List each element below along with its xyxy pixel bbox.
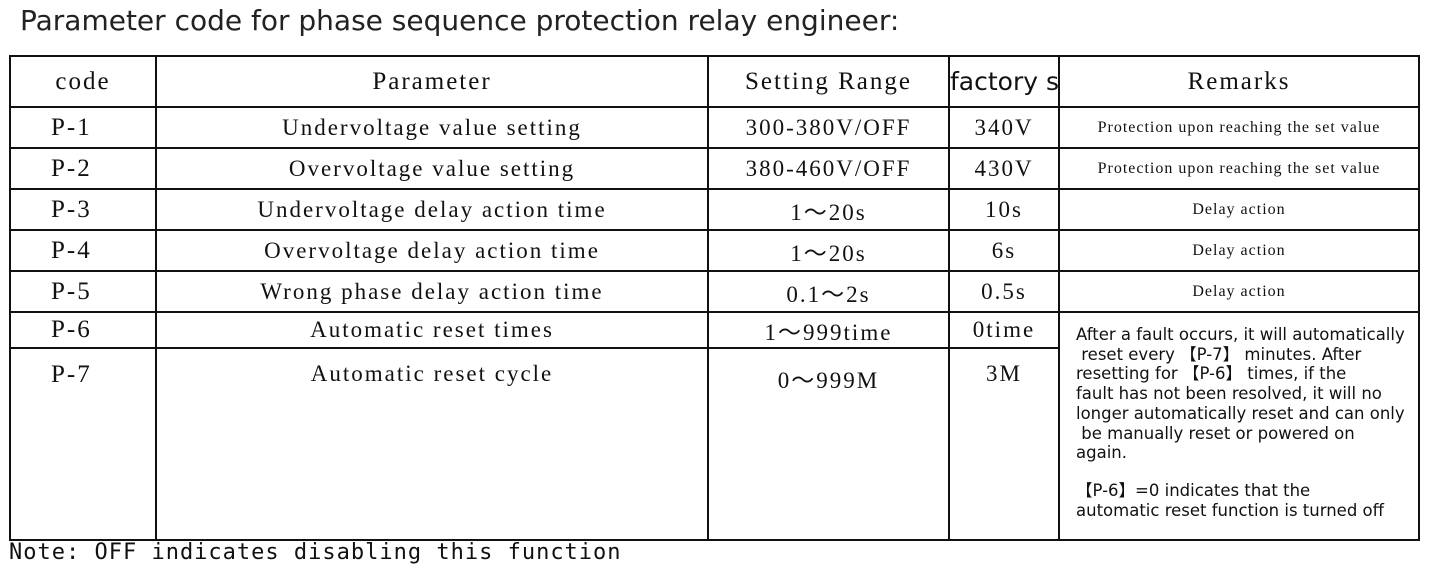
table-cell: 300-380V/OFF (707, 106, 950, 149)
table-cell: 0.1～2s (707, 270, 950, 313)
table-cell: P-6 (9, 311, 157, 349)
table-row: P-5 Wrong phase delay action time 0.1～2s 0.… (9, 270, 1420, 313)
table-cell: P-4 (9, 229, 157, 272)
table-cell: 0～999M (707, 347, 950, 541)
title: Parameter code for phase sequence protec… (20, 4, 900, 37)
remark-paragraph: After a fault occurs, it will automatica… (1076, 325, 1417, 463)
note: Note: OFF indicates disabling this funct… (9, 540, 622, 565)
table-cell: 3M (948, 347, 1060, 541)
table-cell: 10s (948, 188, 1060, 231)
table-cell: 0.5s (948, 270, 1060, 313)
table-cell: 0time (948, 311, 1060, 349)
column-header: factory setting (948, 55, 1060, 108)
table-cell: Undervoltage delay action time (155, 188, 709, 231)
table-row: P-3 Undervoltage delay action time 1～20s 10… (9, 188, 1420, 231)
remark-line: be manually reset or powered on (1076, 423, 1355, 443)
table-cell: Overvoltage value setting (155, 147, 709, 190)
table-row: P-2 Overvoltage value setting 380-460V/OFF… (9, 147, 1420, 190)
table-cell: Delay action (1058, 229, 1420, 272)
table-cell: Delay action (1058, 270, 1420, 313)
merged-remark: After a fault occurs, it will automatica… (1058, 311, 1420, 541)
table-row: P-4 Overvoltage delay action time 1～20s 6s D… (9, 229, 1420, 272)
table-row: P-1 Undervoltage value setting 300-380V/OF… (9, 106, 1420, 149)
table-row: P-6 Automatic reset times 1～999time 0time Af… (9, 311, 1420, 541)
table-cell: P-2 (9, 147, 157, 190)
remark-line: automatic reset function is turned off (1076, 500, 1385, 520)
table-cell: 1～20s (707, 188, 950, 231)
remark-line: resetting for 【P-6】 times, if the (1076, 364, 1347, 384)
table-cell: P-3 (9, 188, 157, 231)
remark-line: reset every 【P-7】 minutes. After (1076, 344, 1362, 364)
table-cell: Protection upon reaching the set value (1058, 106, 1420, 149)
table-cell: P-1 (9, 106, 157, 149)
table-row: P-7 Automatic reset cycle 0～999M 3M (9, 347, 1419, 541)
table-cell: Automatic reset times (155, 311, 709, 349)
table-cell: P-5 (9, 270, 157, 313)
table-cell: Protection upon reaching the set value (1058, 147, 1420, 190)
table-cell: Automatic reset cycle (155, 347, 709, 541)
remark-line: After a fault occurs, it will automatica… (1076, 325, 1405, 344)
table-cell: Wrong phase delay action time (155, 270, 709, 313)
column-header: Setting Range (707, 55, 950, 108)
remark-line: longer automatically reset and can only (1076, 403, 1405, 423)
table-cell: P-7 (9, 347, 157, 541)
table-cell: 340V (948, 106, 1060, 149)
remark-paragraph: 【P-6】=0 indicates that the automatic rese… (1076, 480, 1417, 520)
column-header: Parameter (155, 55, 709, 108)
table-cell: 380-460V/OFF (707, 147, 950, 190)
table-cell: Delay action (1058, 188, 1420, 231)
column-header: code (9, 55, 157, 108)
remark-line: 【P-6】=0 indicates that the (1076, 480, 1311, 500)
table-cell: 6s (948, 229, 1060, 272)
table-cell: 430V (948, 147, 1060, 190)
column-header: Remarks (1058, 55, 1420, 108)
table-cell: Overvoltage delay action time (155, 229, 709, 272)
table-cell: 1～999time (707, 311, 950, 349)
remark-line: again. (1076, 443, 1127, 463)
table-cell: 1～20s (707, 229, 950, 272)
table-cell: Undervoltage value setting (155, 106, 709, 149)
remark-line: fault has not been resolved, it will no (1076, 384, 1382, 404)
